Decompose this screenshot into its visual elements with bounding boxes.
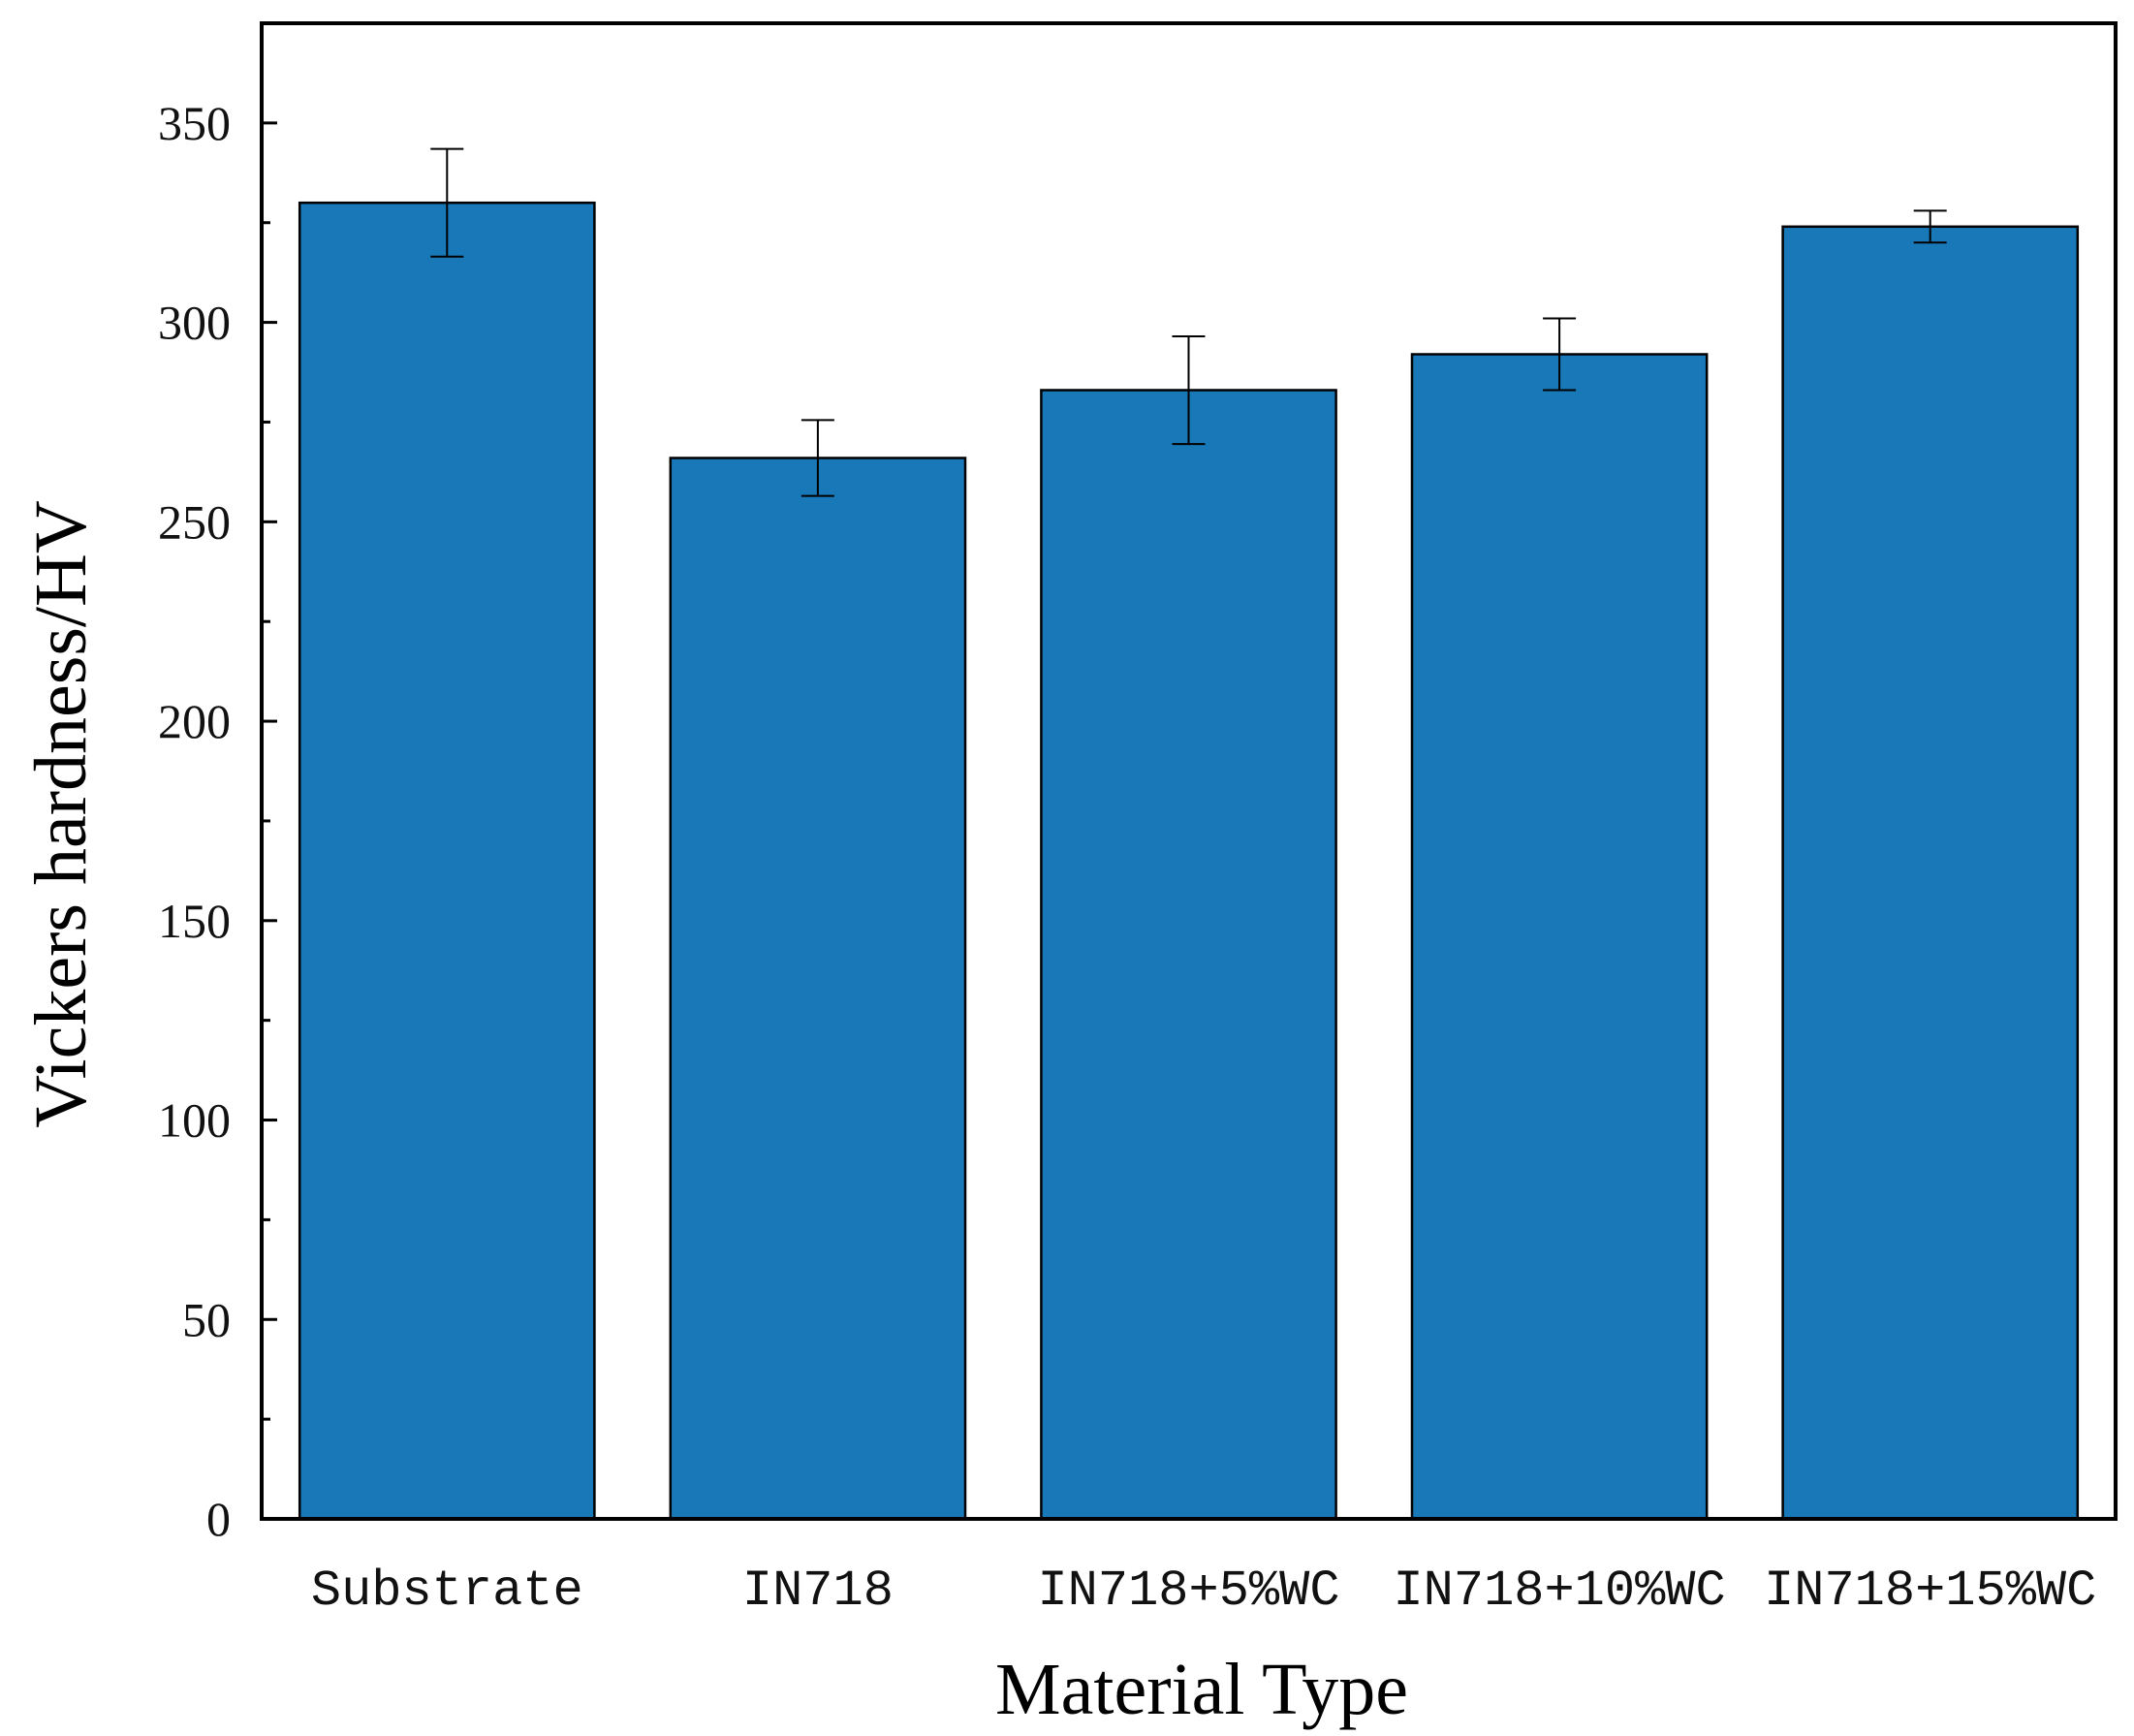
- y-tick-label-0: 0: [206, 1492, 231, 1546]
- y-tick-label-5: 250: [158, 494, 231, 549]
- plot-frame: [260, 21, 2118, 1521]
- y-tick-label-2: 100: [158, 1093, 231, 1148]
- y-tick-label-1: 50: [182, 1292, 231, 1346]
- y-axis-tick-labels: 0 50 100 150 200 250 300 350: [158, 96, 231, 1546]
- x-tick-label-2: IN718+5%WC: [1037, 1562, 1339, 1620]
- x-tick-label-1: IN718: [742, 1562, 894, 1620]
- bar-2: [1040, 389, 1337, 1521]
- bar-3: [1410, 353, 1709, 1521]
- error-bar-1: [800, 419, 834, 497]
- x-axis-tick-labels: Substrate IN718 IN718+5%WC IN718+10%WC IN718…: [311, 1562, 2096, 1620]
- error-bar-3: [1543, 317, 1577, 392]
- error-bar-2: [1172, 335, 1206, 446]
- y-tick-label-6: 300: [158, 296, 231, 350]
- x-tick-label-4: IN718+15%WC: [1764, 1562, 2096, 1620]
- x-tick-label-3: IN718+10%WC: [1393, 1562, 1725, 1620]
- error-bar-4: [1913, 209, 1947, 244]
- bar-0: [298, 201, 596, 1521]
- x-axis-title: Material Type: [995, 1649, 1408, 1730]
- y-axis-ticks: [262, 21, 277, 1521]
- bars-layer: [298, 201, 2080, 1521]
- bar-4: [1781, 225, 2080, 1521]
- y-tick-label-4: 200: [158, 694, 231, 748]
- y-axis-title: Vickers hardness/HV: [20, 500, 102, 1128]
- error-bars-layer: [430, 147, 1947, 497]
- y-tick-label-3: 150: [158, 894, 231, 948]
- error-bar-0: [430, 147, 464, 258]
- y-tick-label-7: 350: [158, 96, 231, 150]
- x-tick-label-0: Substrate: [311, 1562, 583, 1620]
- bar-1: [669, 457, 967, 1521]
